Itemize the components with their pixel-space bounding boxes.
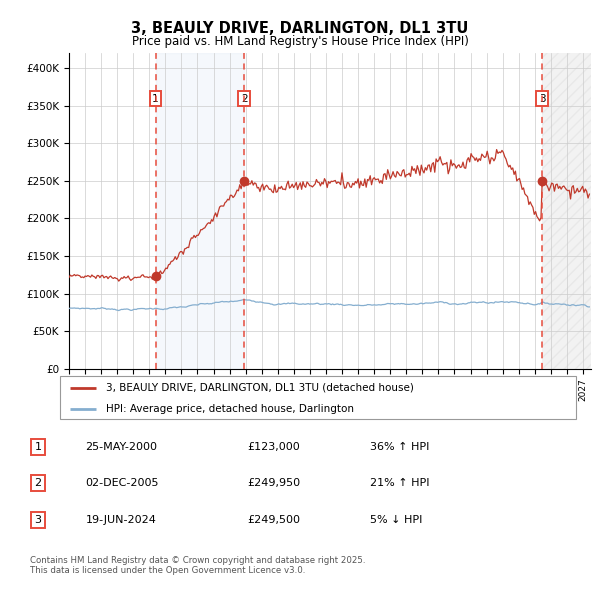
- Text: 1: 1: [34, 442, 41, 451]
- Text: 02-DEC-2005: 02-DEC-2005: [85, 478, 159, 488]
- Text: HPI: Average price, detached house, Darlington: HPI: Average price, detached house, Darl…: [106, 404, 355, 414]
- Bar: [542, 53, 591, 369]
- Text: 21% ↑ HPI: 21% ↑ HPI: [370, 478, 430, 488]
- Text: 3: 3: [539, 94, 545, 104]
- Text: £249,950: £249,950: [247, 478, 301, 488]
- Text: 1: 1: [152, 94, 159, 104]
- Text: 25-MAY-2000: 25-MAY-2000: [85, 442, 157, 451]
- Text: Contains HM Land Registry data © Crown copyright and database right 2025.
This d: Contains HM Land Registry data © Crown c…: [30, 556, 365, 575]
- Text: Price paid vs. HM Land Registry's House Price Index (HPI): Price paid vs. HM Land Registry's House …: [131, 35, 469, 48]
- Text: 36% ↑ HPI: 36% ↑ HPI: [370, 442, 430, 451]
- FancyBboxPatch shape: [60, 376, 576, 419]
- Text: £123,000: £123,000: [247, 442, 300, 451]
- Text: 3: 3: [34, 514, 41, 525]
- Text: £249,500: £249,500: [247, 514, 300, 525]
- Text: 3, BEAULY DRIVE, DARLINGTON, DL1 3TU: 3, BEAULY DRIVE, DARLINGTON, DL1 3TU: [131, 21, 469, 35]
- Text: 2: 2: [34, 478, 41, 488]
- Text: 5% ↓ HPI: 5% ↓ HPI: [370, 514, 422, 525]
- Text: 2: 2: [241, 94, 248, 104]
- Bar: [542, 53, 591, 369]
- Bar: [155, 53, 244, 369]
- Text: 3, BEAULY DRIVE, DARLINGTON, DL1 3TU (detached house): 3, BEAULY DRIVE, DARLINGTON, DL1 3TU (de…: [106, 383, 415, 393]
- Text: 19-JUN-2024: 19-JUN-2024: [85, 514, 156, 525]
